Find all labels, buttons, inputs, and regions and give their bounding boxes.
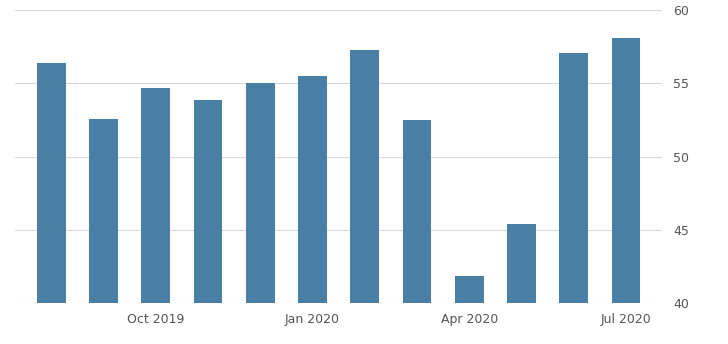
Bar <box>37 63 66 303</box>
Bar <box>350 50 379 303</box>
Bar <box>298 76 327 303</box>
Bar <box>507 224 536 303</box>
Bar <box>89 118 118 303</box>
Bar <box>455 277 483 303</box>
Bar <box>194 99 222 303</box>
Bar <box>559 53 588 303</box>
Bar <box>403 120 431 303</box>
Bar <box>612 38 640 303</box>
Bar <box>246 84 274 303</box>
Bar <box>141 88 170 303</box>
